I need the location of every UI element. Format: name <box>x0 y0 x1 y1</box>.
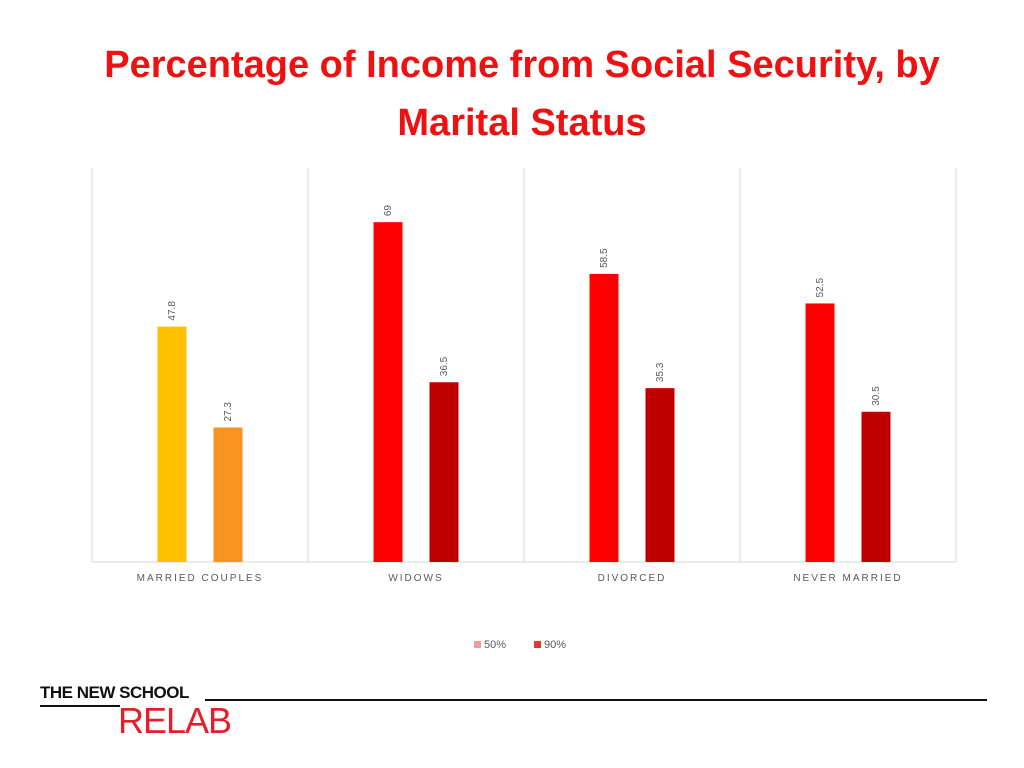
bar-1-1 <box>157 326 187 562</box>
data-label: 35.3 <box>655 362 666 382</box>
data-label: 30.5 <box>871 386 882 406</box>
data-label: 27.3 <box>223 402 234 422</box>
category-label: WIDOWS <box>388 573 443 584</box>
bar-2-1 <box>213 427 243 562</box>
legend-label: 50% <box>484 639 506 651</box>
data-label: 58.5 <box>599 248 610 268</box>
logo-the-new-school: THE NEW SCHOOL <box>40 683 189 702</box>
bar-2-3 <box>645 388 675 562</box>
category-label: NEVER MARRIED <box>793 573 902 584</box>
bar-1-4 <box>805 303 835 562</box>
logo-underline <box>40 705 120 707</box>
logo-relab: RELAB <box>118 700 232 741</box>
legend-label: 90% <box>544 639 566 651</box>
legend-swatch <box>474 641 481 648</box>
legend-swatch <box>534 641 541 648</box>
bar-1-2 <box>373 222 403 563</box>
category-label: DIVORCED <box>598 573 667 584</box>
data-label: 69 <box>383 205 394 217</box>
bar-2-2 <box>429 382 459 562</box>
data-label: 52.5 <box>815 278 826 298</box>
data-label: 36.5 <box>439 356 450 376</box>
category-label: MARRIED COUPLES <box>137 573 264 584</box>
bar-1-3 <box>589 273 619 562</box>
data-label: 47.8 <box>167 301 178 321</box>
chart-title: Percentage of Income from Social Securit… <box>104 44 940 144</box>
bar-2-4 <box>861 411 891 562</box>
footer-rule <box>205 699 987 701</box>
